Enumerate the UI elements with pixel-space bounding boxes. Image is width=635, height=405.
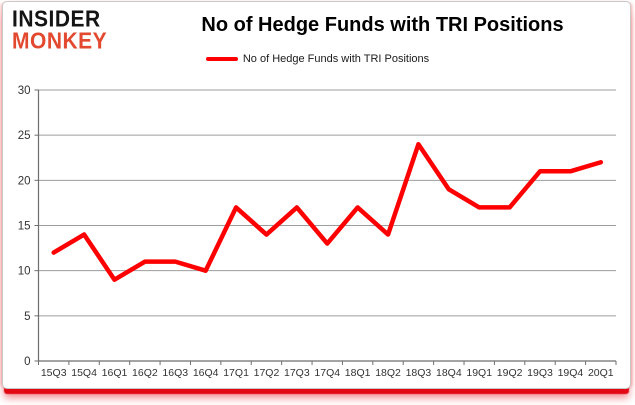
x-tick-label: 15Q4 [71, 367, 97, 379]
series-line [51, 141, 604, 282]
y-tick-label: 30 [18, 85, 31, 97]
x-tick-label: 19Q1 [466, 367, 492, 379]
x-tick-label: 17Q4 [314, 367, 340, 379]
x-tick-label: 19Q4 [558, 367, 584, 379]
y-tick-label: 15 [18, 221, 31, 233]
y-tick-label: 25 [18, 130, 31, 142]
insider-monkey-logo: INSIDER MONKEY [12, 6, 108, 54]
y-tick-label: 5 [24, 311, 30, 323]
x-tick-label: 20Q1 [588, 367, 614, 379]
x-tick-label: 18Q2 [375, 367, 401, 379]
y-tick-label: 10 [18, 266, 31, 278]
x-tick-label: 17Q2 [254, 367, 280, 379]
x-tick-label: 18Q3 [406, 367, 432, 379]
x-tick-label: 16Q4 [193, 367, 219, 379]
y-tick-label: 20 [18, 175, 31, 187]
x-tick-label: 19Q3 [527, 367, 553, 379]
x-tick-label: 17Q1 [223, 367, 249, 379]
logo-line1: INSIDER [12, 6, 101, 32]
x-tick-label: 16Q1 [102, 367, 128, 379]
x-tick-label: 18Q4 [436, 367, 462, 379]
chart-title: No of Hedge Funds with TRI Positions [201, 14, 564, 36]
x-tick-label: 16Q2 [132, 367, 158, 379]
x-tick-label: 18Q1 [345, 367, 371, 379]
logo-line2: MONKEY [12, 28, 108, 54]
y-tick-label: 0 [24, 356, 30, 368]
chart-card [2, 1, 631, 389]
x-tick-label: 15Q3 [41, 367, 67, 379]
x-tick-label: 17Q3 [284, 367, 310, 379]
x-tick-label: 19Q2 [497, 367, 523, 379]
legend-label: No of Hedge Funds with TRI Positions [242, 53, 430, 65]
legend-line-marker [205, 57, 238, 61]
chart-legend: No of Hedge Funds with TRI Positions [0, 52, 635, 66]
x-tick-label: 16Q3 [162, 367, 188, 379]
